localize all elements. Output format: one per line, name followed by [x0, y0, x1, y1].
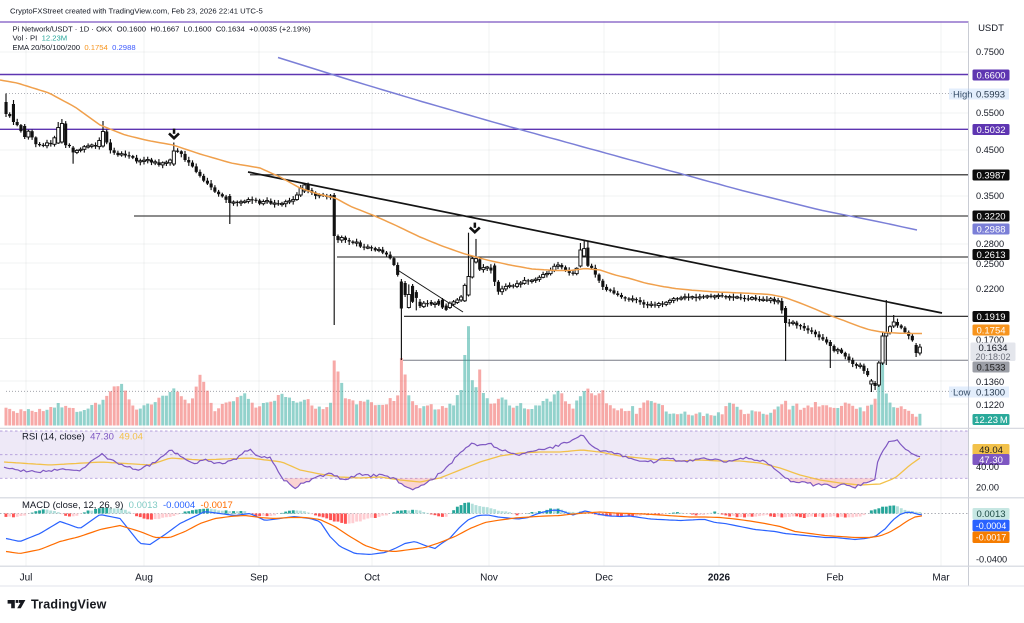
svg-text:0.2500: 0.2500	[976, 259, 1004, 269]
svg-text:EMA 20/50/100/200 0.1754 0.2: EMA 20/50/100/200 0.1754 0.2988	[13, 43, 136, 52]
svg-text:0.1300: 0.1300	[976, 387, 1005, 398]
svg-text:0.1360: 0.1360	[976, 377, 1004, 387]
svg-text:Oct: Oct	[364, 573, 380, 584]
svg-text:0.1754: 0.1754	[976, 325, 1005, 336]
svg-text:Low: Low	[953, 387, 971, 398]
svg-text:0.0013: 0.0013	[976, 509, 1005, 520]
svg-text:Jul: Jul	[20, 573, 33, 584]
svg-text:-0.0400: -0.0400	[976, 554, 1007, 564]
svg-text:0.3500: 0.3500	[976, 191, 1004, 201]
svg-text:0.5993: 0.5993	[976, 89, 1005, 100]
svg-text:0.7500: 0.7500	[976, 47, 1004, 57]
svg-text:USDT: USDT	[978, 23, 1004, 34]
svg-text:Vol · PI 12.23M: Vol · PI 12.23M	[13, 34, 68, 43]
svg-text:Nov: Nov	[480, 573, 498, 584]
svg-text:0.2988: 0.2988	[976, 224, 1005, 235]
svg-text:Aug: Aug	[135, 573, 153, 584]
svg-text:0.6600: 0.6600	[976, 70, 1005, 81]
svg-text:Dec: Dec	[595, 573, 613, 584]
svg-text:Mar: Mar	[932, 573, 950, 584]
svg-text:0.5032: 0.5032	[976, 125, 1005, 136]
svg-text:Sep: Sep	[250, 573, 268, 584]
svg-text:0.5500: 0.5500	[976, 108, 1004, 118]
svg-text:0.3220: 0.3220	[976, 211, 1005, 222]
svg-text:0.1533: 0.1533	[976, 362, 1005, 373]
svg-text:0.1700: 0.1700	[976, 335, 1004, 345]
svg-text:0.1634: 0.1634	[978, 343, 1007, 354]
svg-text:2026: 2026	[708, 573, 731, 584]
svg-text:0.3987: 0.3987	[976, 170, 1005, 181]
svg-text:12.23 M: 12.23 M	[974, 415, 1008, 426]
svg-text:0.1220: 0.1220	[976, 400, 1004, 410]
svg-text:47.30: 47.30	[979, 455, 1003, 466]
svg-text:0.1919: 0.1919	[976, 312, 1005, 323]
svg-text:Pi Network/USDT · 1D · OKX O0: Pi Network/USDT · 1D · OKX O0.1600 H0.16…	[13, 25, 312, 34]
svg-text:RSI (14, close) 47.30 49.04: RSI (14, close) 47.30 49.04	[22, 432, 143, 443]
svg-text:CryptoFXStreet created with Tr: CryptoFXStreet created with TradingView.…	[10, 7, 263, 16]
svg-text:-0.0017: -0.0017	[976, 533, 1007, 543]
svg-text:MACD (close, 12, 26, 9) 0.001: MACD (close, 12, 26, 9) 0.0013 -0.0004 -…	[22, 500, 233, 511]
svg-text:20:18:02: 20:18:02	[975, 352, 1010, 362]
svg-text:-0.0004: -0.0004	[976, 521, 1007, 531]
svg-text:20.00: 20.00	[976, 483, 999, 493]
svg-text:0.2200: 0.2200	[976, 284, 1004, 294]
svg-text:0.2613: 0.2613	[976, 250, 1005, 261]
svg-text:49.04: 49.04	[979, 445, 1003, 456]
svg-text:0.4500: 0.4500	[976, 145, 1004, 155]
svg-text:TradingView: TradingView	[31, 598, 107, 612]
svg-text:0.2800: 0.2800	[976, 239, 1004, 249]
svg-text:Feb: Feb	[826, 573, 844, 584]
svg-text:40.00: 40.00	[976, 462, 999, 472]
svg-text:High: High	[953, 89, 973, 100]
